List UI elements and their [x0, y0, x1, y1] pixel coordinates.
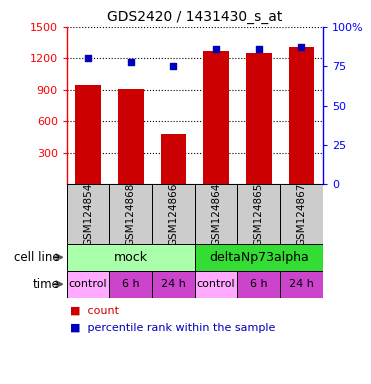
Bar — [246, 53, 272, 184]
Bar — [75, 84, 101, 184]
Text: GSM124867: GSM124867 — [296, 182, 306, 246]
Text: 24 h: 24 h — [289, 279, 314, 289]
Point — [213, 46, 219, 52]
Bar — [109, 184, 152, 244]
Bar — [118, 89, 144, 184]
Bar — [195, 244, 323, 271]
Bar — [161, 134, 186, 184]
Point — [128, 58, 134, 65]
Text: cell line: cell line — [14, 251, 59, 264]
Text: GSM124854: GSM124854 — [83, 182, 93, 246]
Bar — [280, 184, 323, 244]
Bar — [109, 271, 152, 298]
Bar — [152, 184, 195, 244]
Bar — [67, 271, 109, 298]
Bar — [289, 47, 314, 184]
Point — [298, 44, 304, 50]
Title: GDS2420 / 1431430_s_at: GDS2420 / 1431430_s_at — [107, 10, 282, 25]
Point — [171, 63, 177, 70]
Text: time: time — [33, 278, 59, 291]
Text: control: control — [69, 279, 108, 289]
Text: GSM124864: GSM124864 — [211, 182, 221, 246]
Text: GSM124866: GSM124866 — [168, 182, 178, 246]
Bar — [237, 184, 280, 244]
Bar — [203, 51, 229, 184]
Text: control: control — [197, 279, 236, 289]
Text: ■  percentile rank within the sample: ■ percentile rank within the sample — [70, 323, 276, 333]
Point — [85, 55, 91, 61]
Bar — [152, 271, 195, 298]
Bar — [195, 184, 237, 244]
Text: deltaNp73alpha: deltaNp73alpha — [209, 251, 309, 264]
Text: mock: mock — [114, 251, 148, 264]
Bar — [67, 244, 195, 271]
Bar — [195, 271, 237, 298]
Text: 6 h: 6 h — [250, 279, 267, 289]
Bar — [67, 184, 109, 244]
Text: 6 h: 6 h — [122, 279, 139, 289]
Point — [256, 46, 262, 52]
Bar — [280, 271, 323, 298]
Bar — [237, 271, 280, 298]
Text: GSM124865: GSM124865 — [254, 182, 264, 246]
Text: ■  count: ■ count — [70, 305, 119, 315]
Text: 24 h: 24 h — [161, 279, 186, 289]
Text: GSM124868: GSM124868 — [126, 182, 136, 246]
